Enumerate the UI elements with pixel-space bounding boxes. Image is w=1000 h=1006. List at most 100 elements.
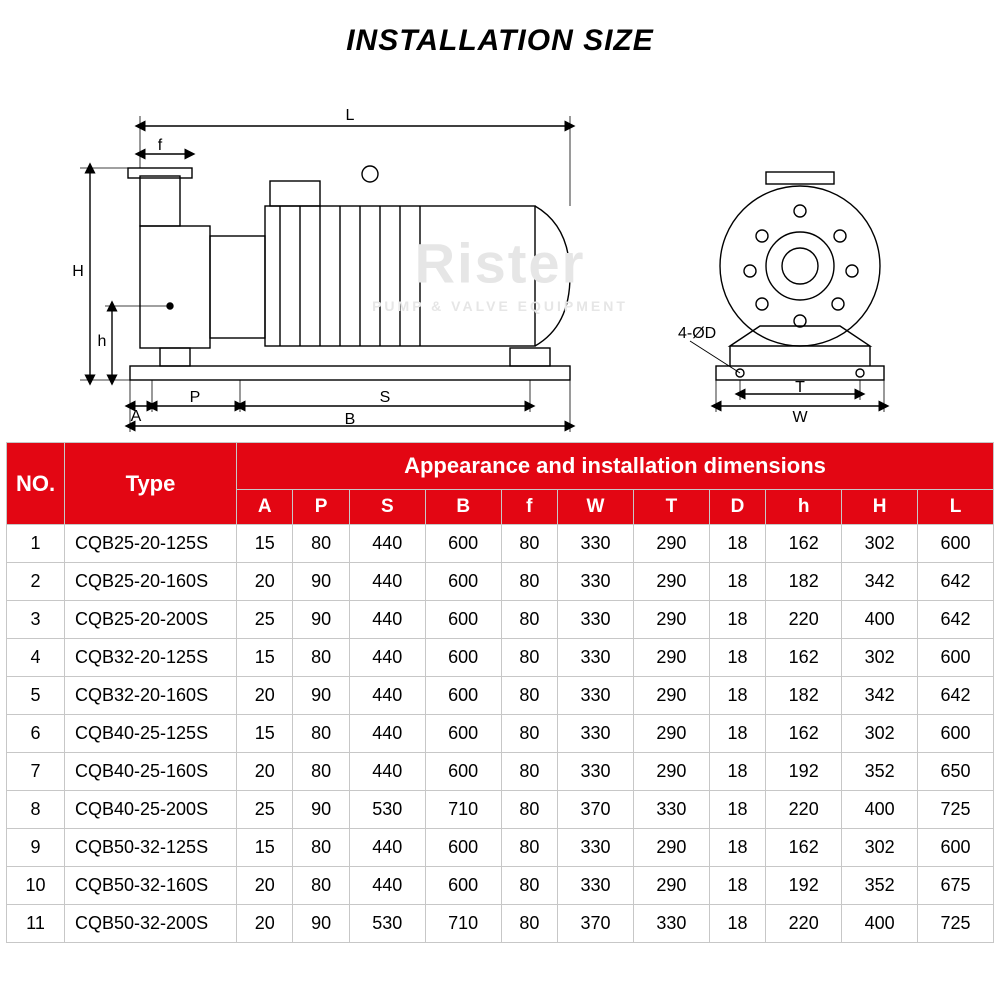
cell-value: 20 (237, 867, 293, 905)
cell-value: 400 (842, 791, 918, 829)
cell-value: 18 (709, 677, 765, 715)
cell-value: 90 (293, 905, 349, 943)
cell-value: 80 (501, 639, 557, 677)
cell-value: 20 (237, 753, 293, 791)
cell-value: 400 (842, 601, 918, 639)
cell-value: 80 (293, 753, 349, 791)
cell-value: 80 (293, 715, 349, 753)
cell-value: 302 (842, 715, 918, 753)
cell-value: 80 (293, 639, 349, 677)
cell-value: 290 (633, 525, 709, 563)
cell-value: 20 (237, 677, 293, 715)
cell-value: 80 (501, 829, 557, 867)
table-row: 7CQB40-25-160S20804406008033029018192352… (7, 753, 994, 791)
cell-type: CQB40-25-125S (65, 715, 237, 753)
cell-value: 302 (842, 829, 918, 867)
cell-no: 4 (7, 639, 65, 677)
table-row: 2CQB25-20-160S20904406008033029018182342… (7, 563, 994, 601)
cell-value: 192 (766, 753, 842, 791)
table-row: 11CQB50-32-200S2090530710803703301822040… (7, 905, 994, 943)
cell-value: 710 (425, 791, 501, 829)
table-row: 10CQB50-32-160S2080440600803302901819235… (7, 867, 994, 905)
cell-no: 3 (7, 601, 65, 639)
cell-type: CQB32-20-125S (65, 639, 237, 677)
cell-value: 530 (349, 905, 425, 943)
cell-value: 330 (558, 677, 634, 715)
cell-value: 162 (766, 829, 842, 867)
cell-value: 330 (558, 525, 634, 563)
cell-no: 10 (7, 867, 65, 905)
cell-no: 5 (7, 677, 65, 715)
cell-value: 290 (633, 677, 709, 715)
cell-value: 342 (842, 677, 918, 715)
table-row: 8CQB40-25-200S25905307108037033018220400… (7, 791, 994, 829)
cell-value: 20 (237, 905, 293, 943)
cell-no: 7 (7, 753, 65, 791)
cell-value: 80 (501, 563, 557, 601)
cell-value: 330 (558, 639, 634, 677)
dim-label-P: P (190, 389, 201, 406)
cell-value: 530 (349, 791, 425, 829)
cell-no: 9 (7, 829, 65, 867)
col-D-header: D (709, 490, 765, 525)
cell-value: 80 (293, 867, 349, 905)
cell-value: 18 (709, 639, 765, 677)
cell-value: 80 (501, 601, 557, 639)
cell-value: 80 (501, 753, 557, 791)
col-group-header: Appearance and installation dimensions (237, 443, 994, 490)
technical-diagram: Rister PUMP & VALVE EQUIPMENT (0, 76, 1000, 436)
cell-value: 192 (766, 867, 842, 905)
cell-value: 600 (918, 829, 994, 867)
cell-value: 600 (425, 753, 501, 791)
cell-value: 725 (918, 791, 994, 829)
cell-value: 18 (709, 867, 765, 905)
cell-value: 370 (558, 905, 634, 943)
cell-value: 290 (633, 563, 709, 601)
cell-value: 162 (766, 639, 842, 677)
cell-value: 15 (237, 715, 293, 753)
cell-value: 290 (633, 639, 709, 677)
pump-drawing-svg: L f H h A P S B 4-ØD T W (30, 76, 970, 436)
cell-value: 330 (558, 715, 634, 753)
cell-value: 18 (709, 525, 765, 563)
cell-value: 18 (709, 905, 765, 943)
cell-value: 600 (425, 563, 501, 601)
cell-value: 182 (766, 563, 842, 601)
col-P-header: P (293, 490, 349, 525)
cell-value: 440 (349, 563, 425, 601)
col-f-header: f (501, 490, 557, 525)
col-h-header: h (766, 490, 842, 525)
cell-value: 290 (633, 753, 709, 791)
dim-label-h: h (98, 333, 107, 350)
cell-type: CQB25-20-125S (65, 525, 237, 563)
cell-no: 8 (7, 791, 65, 829)
col-H-header: H (842, 490, 918, 525)
cell-value: 25 (237, 791, 293, 829)
cell-value: 330 (558, 601, 634, 639)
cell-value: 15 (237, 639, 293, 677)
cell-value: 182 (766, 677, 842, 715)
cell-value: 330 (633, 905, 709, 943)
col-W-header: W (558, 490, 634, 525)
table-row: 9CQB50-32-125S15804406008033029018162302… (7, 829, 994, 867)
cell-value: 600 (425, 677, 501, 715)
cell-value: 330 (558, 829, 634, 867)
dim-label-S: S (380, 389, 391, 406)
cell-value: 18 (709, 753, 765, 791)
cell-value: 400 (842, 905, 918, 943)
dim-label-W: W (792, 409, 808, 426)
col-A-header: A (237, 490, 293, 525)
cell-type: CQB40-25-160S (65, 753, 237, 791)
cell-value: 710 (425, 905, 501, 943)
col-T-header: T (633, 490, 709, 525)
cell-value: 440 (349, 829, 425, 867)
cell-value: 162 (766, 525, 842, 563)
cell-value: 90 (293, 601, 349, 639)
cell-value: 25 (237, 601, 293, 639)
cell-value: 18 (709, 563, 765, 601)
cell-value: 440 (349, 715, 425, 753)
cell-value: 220 (766, 791, 842, 829)
cell-value: 725 (918, 905, 994, 943)
cell-value: 162 (766, 715, 842, 753)
cell-value: 330 (633, 791, 709, 829)
